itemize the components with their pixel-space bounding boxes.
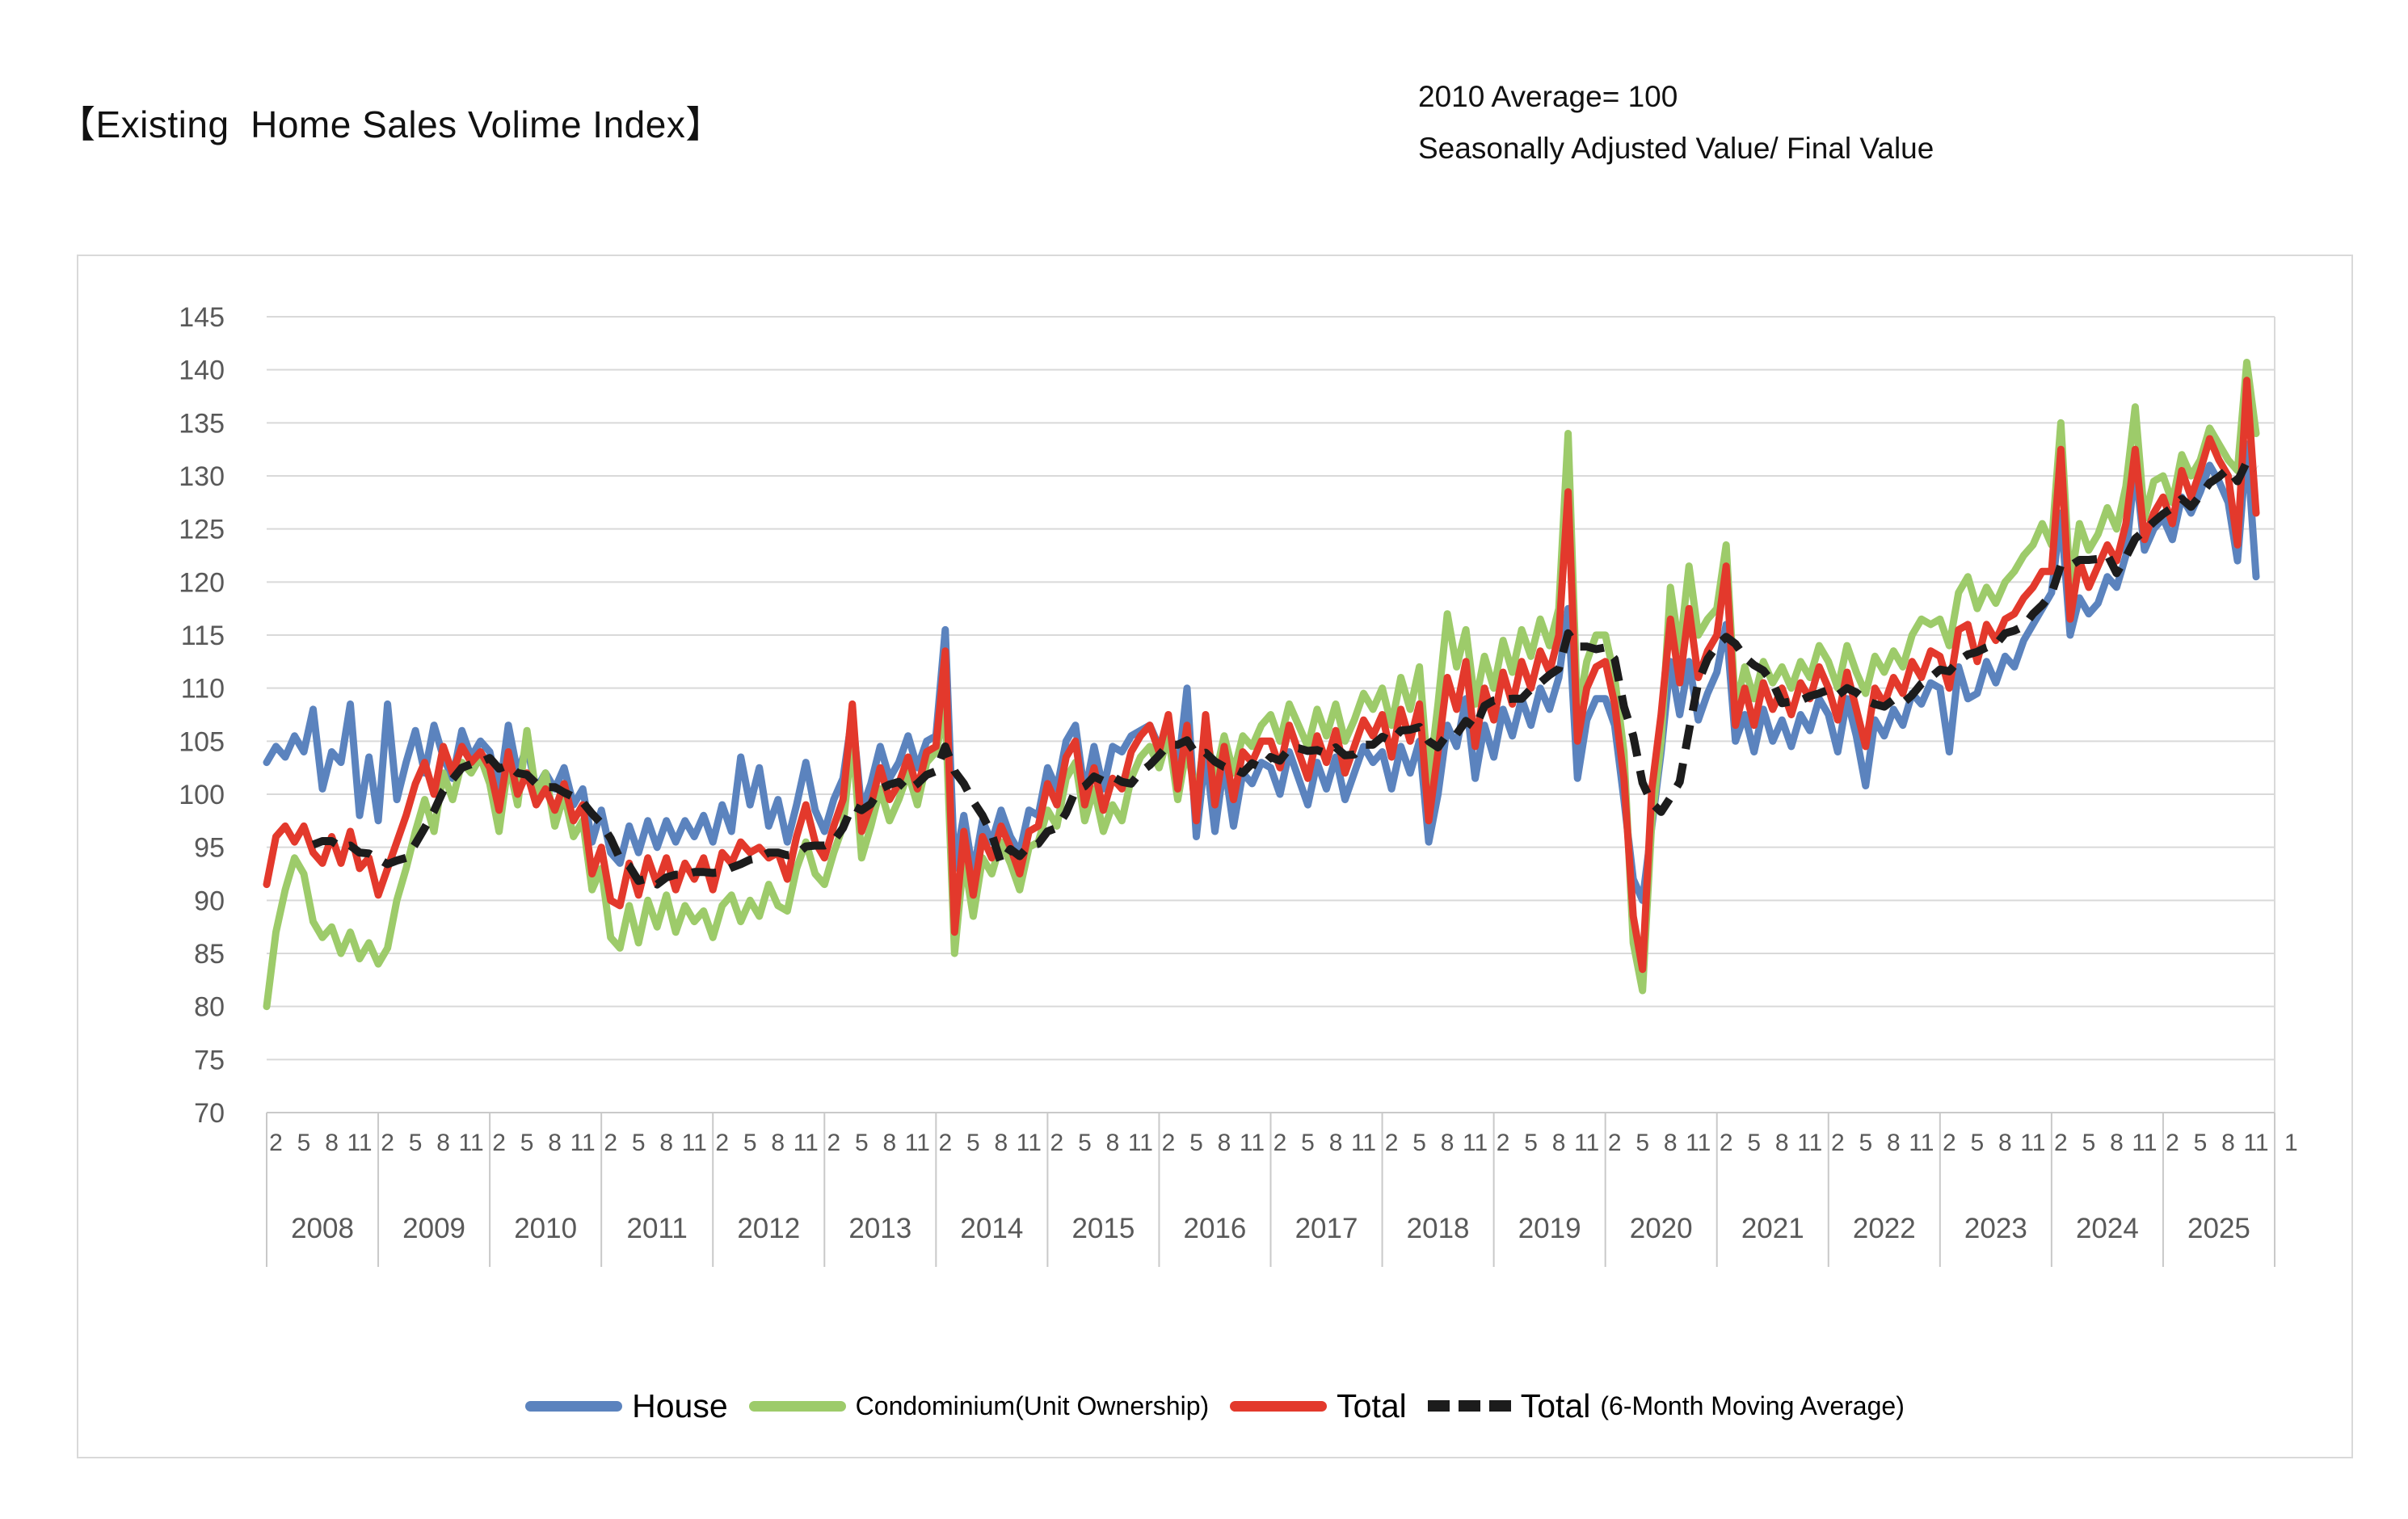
note-line-average: 2010 Average= 100: [1418, 80, 1678, 113]
note-line-seasonal: Seasonally Adjusted Value/ Final Value: [1418, 131, 1934, 165]
legend-label-house: House: [632, 1386, 728, 1424]
page-title: 【Existing Home Sales Volime Index】: [58, 103, 723, 145]
chart-note: 2010 Average= 100 Seasonally Adjusted Va…: [1418, 71, 1934, 174]
legend-item-condominium: Condominium(Unit Ownership): [748, 1391, 1210, 1421]
legend-item-moving-average: Total (6-Month Moving Average): [1427, 1386, 1905, 1425]
condominium-line-swatch: [748, 1400, 846, 1412]
moving-average-dash-swatch: [1427, 1400, 1511, 1412]
chart-frame: [77, 255, 2353, 1458]
chart-legend: House Condominium(Unit Ownership) Total …: [77, 1378, 2353, 1434]
legend-label-ma-main: Total: [1520, 1386, 1591, 1424]
legend-label-ma-suffix: (6-Month Moving Average): [1600, 1391, 1905, 1420]
legend-label-total: Total: [1337, 1386, 1407, 1424]
house-line-swatch: [525, 1400, 623, 1412]
legend-label-condominium: Condominium(Unit Ownership): [855, 1391, 1210, 1420]
total-line-swatch: [1230, 1400, 1328, 1412]
legend-item-total: Total: [1230, 1387, 1407, 1425]
legend-item-house: House: [525, 1387, 728, 1425]
